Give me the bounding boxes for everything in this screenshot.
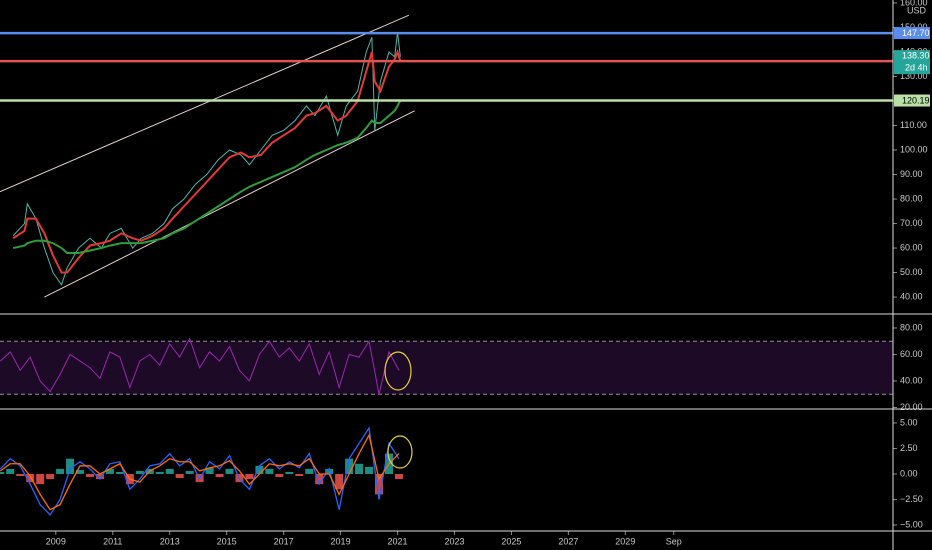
histogram-bar (0, 471, 5, 474)
y-tick-label: 50.00 (900, 267, 923, 277)
macd-annotation (387, 435, 413, 469)
last-price-tag (894, 50, 930, 75)
y-tick-label: −5.00 (900, 519, 923, 529)
y-tick-label: 20.00 (900, 402, 923, 412)
channel-line (44, 110, 415, 298)
y-tick-label: 160.00 (900, 0, 928, 7)
histogram-bar (255, 465, 264, 474)
histogram-bar (295, 473, 304, 477)
histogram-bar (275, 473, 284, 478)
level-label: 147.70 (902, 28, 930, 38)
level-tag (894, 94, 930, 107)
histogram-bar (185, 470, 194, 474)
x-tick-label: 2027 (558, 536, 578, 546)
histogram-bar (165, 468, 174, 474)
histogram-bar (46, 473, 55, 480)
y-tick-label: 80.00 (900, 322, 923, 332)
countdown-label: 2d 4h (905, 63, 928, 73)
histogram-bar (345, 458, 354, 474)
histogram-bar (305, 468, 314, 474)
histogram-bar (225, 468, 234, 474)
x-tick-label: 2025 (501, 536, 521, 546)
series-line (12, 100, 402, 254)
last-price-label: 138.30 (902, 51, 930, 61)
x-tick-label: 2023 (444, 536, 464, 546)
histogram-bar (375, 473, 384, 495)
x-tick-label: 2019 (331, 536, 351, 546)
y-tick-label: 40.00 (900, 291, 923, 301)
histogram-bar (265, 468, 274, 474)
y-tick-label: 80.00 (900, 193, 923, 203)
histogram-bar (155, 471, 164, 474)
rsi-band (0, 341, 893, 395)
series-line (12, 32, 401, 286)
histogram-bar (175, 473, 184, 479)
y-tick-label: 5.00 (900, 417, 918, 427)
y-tick-label: −2.50 (900, 494, 923, 504)
series-line (0, 337, 400, 395)
y-tick-label: 60.00 (900, 242, 923, 252)
x-tick-label: 2021 (388, 536, 408, 546)
histogram-bar (76, 469, 85, 474)
level-tag (894, 27, 930, 40)
histogram-bar (26, 473, 35, 483)
histogram-bar (335, 473, 344, 490)
series-line (12, 48, 402, 274)
histogram-bar (66, 458, 75, 474)
histogram-bar (215, 473, 224, 478)
y-tick-label: 70.00 (900, 218, 923, 228)
histogram-bar (315, 473, 324, 485)
y-tick-label: 0.00 (900, 468, 918, 478)
rsi-annotation (384, 351, 412, 391)
y-tick-label: 2.50 (900, 443, 918, 453)
x-tick-label: 2013 (160, 536, 180, 546)
x-tick-label: 2009 (46, 536, 66, 546)
y-tick-label: 150.00 (900, 22, 928, 32)
histogram-bar (135, 470, 144, 474)
x-tick-label: 2017 (274, 536, 294, 546)
channel-line (0, 14, 410, 193)
x-tick-label: 2015 (217, 536, 237, 546)
histogram-bar (205, 467, 214, 474)
x-tick-label: 2011 (103, 536, 122, 546)
histogram-bar (394, 473, 403, 480)
y-tick-label: 100.00 (900, 144, 928, 154)
series-line (0, 433, 400, 511)
x-tick-label: 2029 (615, 536, 635, 546)
histogram-bar (105, 468, 114, 474)
histogram-bar (85, 473, 94, 478)
y-tick-label: 130.00 (900, 71, 928, 81)
histogram-bar (355, 463, 364, 474)
histogram-bar (36, 473, 45, 485)
level-label: 120.19 (902, 95, 930, 105)
histogram-bar (56, 468, 65, 474)
y-tick-label: 110.00 (900, 120, 927, 130)
y-tick-label: 60.00 (900, 349, 923, 359)
y-tick-label: 40.00 (900, 375, 923, 385)
series-line (0, 426, 400, 516)
histogram-bar (16, 473, 25, 477)
currency-label: USD (907, 5, 927, 15)
y-tick-label: 90.00 (900, 169, 923, 179)
x-tick-label: Sep (666, 536, 682, 546)
histogram-bar (115, 471, 124, 474)
histogram-bar (365, 466, 374, 474)
histogram-bar (285, 471, 294, 474)
histogram-bar (95, 473, 104, 480)
histogram-bar (245, 473, 254, 480)
histogram-bar (6, 468, 15, 474)
